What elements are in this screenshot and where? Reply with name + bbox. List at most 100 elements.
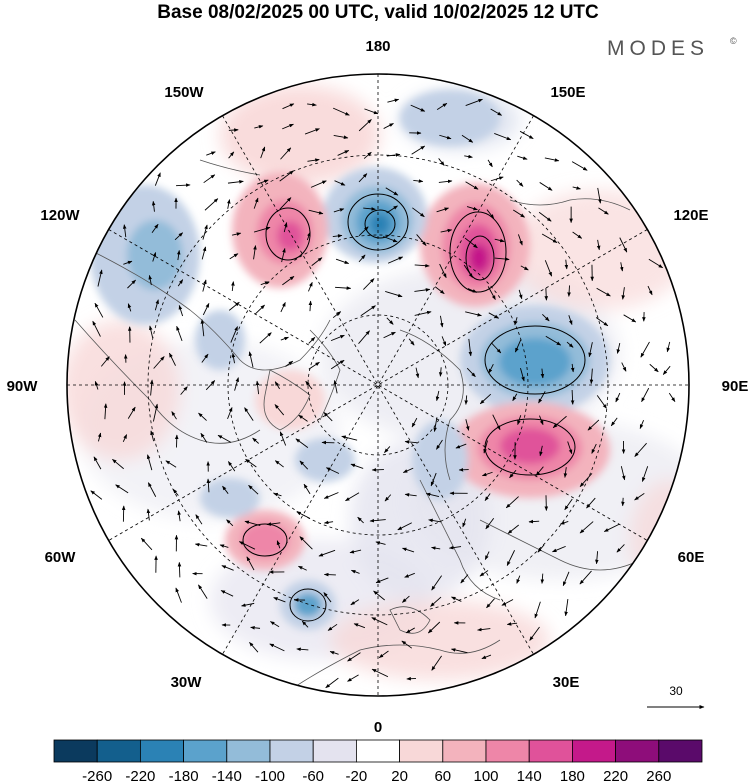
wind-arrow: [358, 173, 368, 183]
wind-arrow: [402, 467, 414, 473]
wind-arrow: [283, 222, 288, 233]
wind-arrow: [385, 187, 399, 196]
wind-arrow: [538, 211, 552, 222]
wind-arrow: [226, 519, 234, 527]
wind-arrow: [266, 522, 281, 526]
wind-arrow: [562, 571, 570, 587]
colorbar-swatch: [183, 739, 228, 763]
wind-arrow: [285, 360, 294, 367]
wind-arrow: [375, 577, 389, 584]
wind-arrow: [490, 176, 504, 182]
wind-arrow: [222, 485, 229, 494]
wind-arrow: [244, 520, 261, 526]
wind-arrow: [615, 392, 621, 403]
wind-arrow: [274, 460, 284, 468]
wind-arrow: [535, 466, 544, 476]
wind-arrow: [201, 246, 207, 260]
wind-arrow: [519, 130, 534, 140]
wind-arrow: [308, 300, 313, 312]
wind-arrow: [436, 439, 443, 450]
wind-arrow: [327, 623, 338, 631]
wind-arrow: [518, 289, 523, 300]
colorbar-tick-label: 260: [646, 768, 671, 783]
wind-arrow: [369, 518, 386, 523]
wind-arrow: [274, 404, 285, 416]
wind-arrow: [282, 103, 295, 110]
wind-arrow: [115, 484, 129, 494]
wind-arrow: [479, 570, 489, 577]
wind-arrow: [405, 627, 415, 634]
wind-arrow: [589, 368, 594, 385]
wind-arrow: [371, 668, 389, 678]
colorbar-swatch: [53, 739, 98, 763]
colorbar-swatch: [572, 739, 617, 763]
wind-arrow: [299, 460, 309, 470]
wind-arrow: [350, 463, 364, 469]
wind-arrow: [244, 407, 254, 421]
map-title: Base 08/02/2025 00 UTC, valid 10/02/2025…: [157, 2, 599, 23]
wind-arrow: [310, 180, 327, 188]
wind-arrow: [177, 510, 181, 522]
wind-arrow: [404, 572, 415, 578]
wind-arrow: [588, 342, 593, 358]
reference-vector: 30: [647, 684, 705, 709]
wind-arrow: [539, 445, 543, 457]
wind-arrow: [494, 238, 505, 243]
lon-label-120w: 120W: [40, 207, 80, 224]
wind-arrow: [668, 392, 676, 402]
wind-arrow: [552, 415, 567, 429]
wind-arrow: [347, 652, 361, 662]
wind-arrow: [464, 154, 473, 159]
colorbar-swatch: [658, 739, 703, 763]
wind-arrow: [172, 488, 179, 496]
wind-arrow: [323, 412, 333, 422]
wind-arrow: [341, 435, 358, 441]
wind-arrow: [408, 338, 415, 346]
copyright-mark: ©: [730, 36, 737, 46]
colorbar: -260 -220 -180 -140 -100 -60 -20 20 60 100 140 180 2…: [53, 739, 703, 783]
wind-arrow: [304, 128, 320, 135]
wind-arrow: [506, 622, 518, 626]
wind-arrow: [450, 648, 468, 654]
wind-arrow: [544, 288, 549, 301]
lon-label-60e: 60E: [678, 549, 705, 566]
wind-arrow: [231, 352, 236, 364]
wind-arrow: [254, 125, 264, 129]
wind-arrow: [479, 393, 492, 405]
wind-arrow: [253, 197, 259, 209]
wind-arrow: [465, 98, 483, 106]
wind-arrow: [639, 419, 645, 429]
wind-arrow: [308, 361, 320, 370]
wind-arrow: [203, 174, 216, 184]
wind-arrow: [228, 128, 239, 132]
wind-arrow: [127, 279, 136, 289]
wind-arrow: [483, 440, 488, 454]
wind-arrow: [177, 561, 182, 578]
wind-arrow: [466, 367, 476, 378]
wind-arrow: [353, 623, 366, 629]
wind-arrow: [540, 368, 545, 379]
anomaly-centres: [90, 90, 610, 630]
wind-arrow: [465, 419, 470, 431]
wind-arrow: [439, 315, 444, 328]
colorbar-tick-label: 140: [517, 768, 542, 783]
wind-arrow: [439, 134, 452, 140]
wind-arrow: [295, 438, 309, 449]
wind-arrow: [305, 380, 313, 390]
wind-arrow: [466, 206, 478, 211]
wind-arrow: [228, 151, 235, 159]
wind-arrow: [517, 415, 522, 426]
wind-arrow: [347, 674, 359, 682]
wind-arrow: [276, 540, 281, 549]
wind-arrow: [448, 545, 462, 550]
wind-arrow: [516, 575, 521, 584]
wind-arrow: [440, 228, 453, 233]
wind-arrow: [559, 520, 569, 525]
wind-arrow: [621, 362, 627, 372]
lon-label-30w: 30W: [171, 674, 203, 691]
wind-arrow: [610, 417, 618, 427]
wind-arrow: [269, 643, 285, 652]
wind-arrow: [414, 310, 432, 316]
wind-arrow: [198, 412, 207, 421]
wind-arrow: [221, 565, 234, 571]
